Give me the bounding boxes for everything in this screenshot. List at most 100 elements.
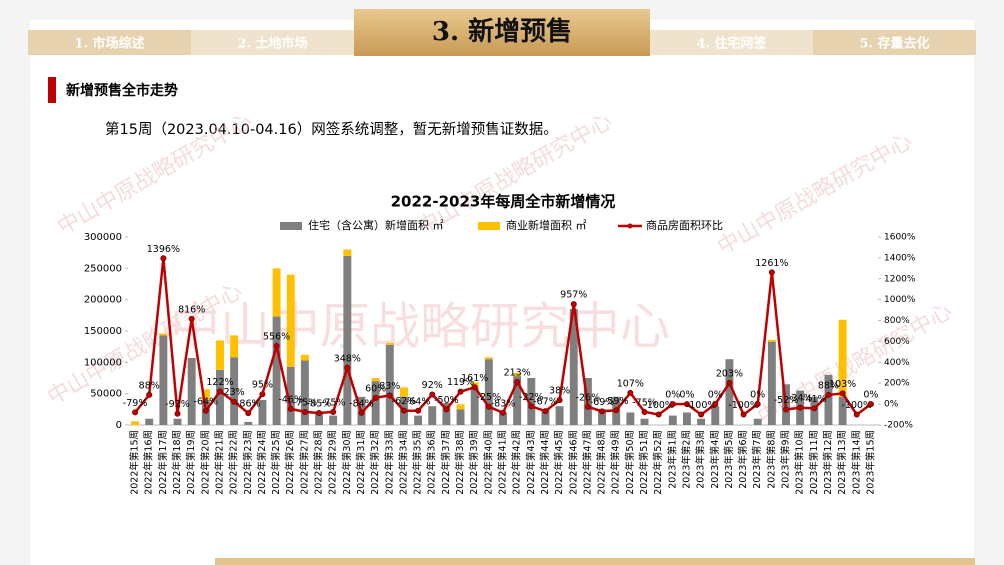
x-tick-label: 2022年第16周 bbox=[143, 430, 155, 495]
x-tick-label: 2023年第11周 bbox=[808, 430, 820, 495]
bar bbox=[329, 415, 338, 425]
data-label: -64% bbox=[406, 396, 431, 407]
chart: 0 50000 100000 150000 200000 250000 300000 -200… bbox=[84, 218, 916, 495]
data-label: 0% bbox=[708, 390, 723, 401]
tab-label: 5. 存量去化 bbox=[859, 36, 929, 52]
bar bbox=[343, 249, 352, 256]
data-label: 60% bbox=[365, 383, 386, 394]
data-label: -100% bbox=[841, 400, 872, 411]
line-point bbox=[146, 391, 153, 398]
bar bbox=[385, 344, 394, 425]
line-point bbox=[867, 401, 874, 408]
x-tick-label: 2022年第37周 bbox=[440, 430, 452, 495]
x-tick-label: 2022年第18周 bbox=[171, 430, 183, 495]
line-point bbox=[797, 404, 804, 411]
x-tick-label: 2023年第4周 bbox=[709, 430, 721, 489]
bar bbox=[569, 309, 578, 425]
data-label: 38% bbox=[549, 386, 570, 397]
bar bbox=[824, 374, 833, 425]
data-label: 0% bbox=[679, 390, 694, 401]
content-area bbox=[30, 20, 974, 565]
x-tick-label: 2022年第43周 bbox=[525, 430, 537, 495]
tab[interactable]: 1. 市场综述 bbox=[28, 30, 191, 55]
bar bbox=[159, 335, 168, 425]
data-label: -79% bbox=[123, 398, 148, 409]
legend-swatch bbox=[280, 222, 302, 230]
y-tick-label: 100000 bbox=[84, 357, 122, 368]
bar bbox=[230, 335, 239, 358]
bar bbox=[838, 396, 847, 425]
line-point bbox=[287, 405, 294, 412]
data-label: 0% bbox=[665, 390, 680, 401]
tab[interactable]: 3. 新增预售 bbox=[354, 9, 650, 56]
bar bbox=[286, 366, 295, 425]
bar bbox=[187, 357, 196, 425]
x-tick-label: 2022年第40周 bbox=[482, 430, 494, 495]
legend-label: 住宅（含公寓）新增面积 ㎡ bbox=[308, 218, 444, 232]
x-tick-label: 2022年第35周 bbox=[412, 430, 424, 495]
line-point bbox=[386, 392, 393, 399]
bar bbox=[258, 399, 267, 425]
y-tick-label: 50000 bbox=[90, 389, 122, 400]
x-tick-label: 2022年第41周 bbox=[497, 430, 509, 495]
bar bbox=[428, 406, 437, 425]
tab-label: 2. 土地市场 bbox=[237, 36, 307, 52]
line-point bbox=[188, 315, 195, 322]
x-tick-label: 2022年第44周 bbox=[539, 430, 551, 495]
x-tick-label: 2023年第15周 bbox=[864, 430, 876, 495]
x-tick-label: 2022年第15周 bbox=[129, 430, 141, 495]
chart-title: 2022-2023年每周全市新增情况 bbox=[391, 193, 616, 211]
x-tick-label: 2023年第5周 bbox=[723, 430, 735, 489]
line-point bbox=[443, 406, 450, 413]
x-tick-label: 2022年第28周 bbox=[313, 430, 325, 495]
y-tick-label: 250000 bbox=[84, 263, 122, 274]
bar bbox=[527, 378, 536, 425]
line-point bbox=[259, 391, 266, 398]
tab-label: 4. 住宅网签 bbox=[696, 36, 767, 52]
legend-swatch bbox=[478, 222, 500, 230]
line-point bbox=[556, 397, 563, 404]
data-label: 83% bbox=[379, 381, 400, 392]
bar bbox=[598, 409, 607, 425]
data-label: -69% bbox=[590, 397, 615, 408]
data-label: -41% bbox=[802, 394, 827, 405]
x-tick-label: 2022年第46周 bbox=[567, 430, 579, 495]
data-label: -84% bbox=[349, 398, 374, 409]
line-point bbox=[471, 384, 478, 391]
x-tick-label: 2022年第52周 bbox=[652, 430, 664, 495]
line-point bbox=[712, 401, 719, 408]
data-label: 95% bbox=[252, 380, 273, 391]
tab-bg bbox=[28, 30, 191, 55]
bar bbox=[513, 372, 522, 377]
line-point bbox=[160, 255, 167, 262]
data-label: 119% bbox=[447, 377, 474, 388]
y-tick-label: 200000 bbox=[84, 295, 122, 306]
line-point bbox=[202, 407, 209, 414]
data-label: -75% bbox=[293, 397, 318, 408]
x-tick-label: 2022年第24周 bbox=[256, 430, 268, 495]
bar bbox=[272, 316, 281, 425]
data-label: 107% bbox=[617, 378, 644, 389]
line-point bbox=[400, 407, 407, 414]
bar bbox=[484, 357, 493, 360]
data-label: -46% bbox=[278, 394, 303, 405]
line-point bbox=[669, 401, 676, 408]
bar bbox=[541, 409, 550, 425]
y2-tick-label: 400% bbox=[884, 358, 910, 368]
tab[interactable]: 2. 土地市场 bbox=[191, 30, 354, 55]
x-tick-label: 2022年第31周 bbox=[355, 430, 367, 495]
line-point bbox=[726, 379, 733, 386]
x-tick-label: 2023年第3周 bbox=[695, 430, 707, 489]
bar bbox=[371, 378, 380, 382]
y2-tick-label: 200% bbox=[884, 379, 910, 389]
bar bbox=[300, 360, 309, 425]
tab-bg bbox=[813, 30, 976, 55]
line-point bbox=[245, 410, 252, 417]
tab[interactable]: 5. 存量去化 bbox=[813, 30, 976, 55]
line-point bbox=[811, 405, 818, 412]
x-tick-label: 2022年第17周 bbox=[157, 430, 169, 495]
x-tick-label: 2022年第49周 bbox=[610, 430, 622, 495]
line-point bbox=[570, 301, 577, 308]
tab[interactable]: 4. 住宅网签 bbox=[650, 30, 813, 55]
bar bbox=[555, 406, 564, 425]
